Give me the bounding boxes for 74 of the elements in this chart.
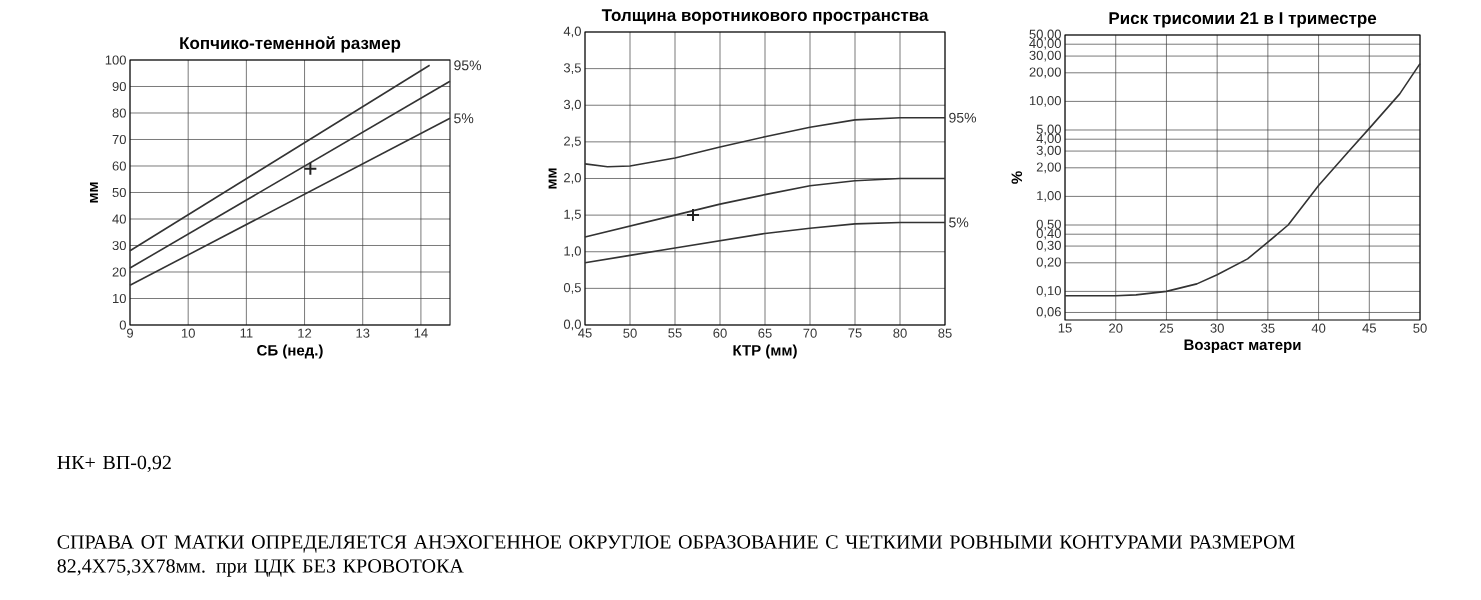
x-axis-title: СБ (нед.) (257, 344, 323, 359)
y-tick-label: 2,00 (1036, 162, 1061, 174)
x-tick-label: 10 (181, 328, 195, 338)
text: СПРАВА ОТ МАТКИ ОПРЕДЕЛЯЕТСЯ АНЭХОГЕННОЕ ОКРУГЛОЕ ОБРАЗОВАНИЕ С ЧЕТКИМИ РОВНЫМИ КОНТУРАМИ РАЗМЕРОМ 82,4Х75,3Х78мм. при ЦДК БЕЗ КРОВОТОКА (57, 535, 1295, 577)
series-label: 95% (454, 60, 482, 71)
y-tick-label: 3,5 (563, 63, 581, 74)
x-tick-label: 80 (893, 328, 907, 338)
y-tick-label: 0,5 (563, 283, 581, 294)
x-tick-label: 40 (1311, 323, 1326, 333)
x-tick-label: 11 (240, 328, 253, 338)
x-tick-label: 13 (356, 328, 370, 338)
y-tick-label: 1,00 (1037, 191, 1061, 202)
y-tick-label: 40 (112, 214, 126, 224)
y-tick-label: 0 (119, 320, 126, 330)
x-tick-label: 70 (803, 328, 817, 338)
y-tick-label: 0,10 (1036, 286, 1061, 297)
y-tick-label: 0,40 (1036, 228, 1061, 240)
y-tick-label: 2,0 (564, 173, 581, 184)
text: НК+ ВП-0,92 (57, 455, 171, 473)
x-tick-label: 85 (938, 328, 952, 338)
y-axis-title: мм (89, 182, 98, 203)
x-tick-label: 65 (758, 328, 772, 338)
x-tick-label: 55 (668, 328, 682, 338)
line-series (1064, 62, 1421, 297)
x-tick-label: 14 (414, 328, 428, 338)
y-tick-label: 4,00 (1036, 133, 1061, 145)
y-tick-label: 0,50 (1036, 219, 1061, 231)
y-axis-title: мм (548, 168, 557, 189)
y-tick-label: 40,00 (1029, 38, 1061, 50)
y-tick-label: 50 (112, 187, 126, 198)
x-tick-label: 35 (1261, 323, 1275, 333)
y-axis-title: % (1011, 171, 1023, 184)
y-tick-label: 3,00 (1036, 145, 1061, 157)
y-tick-label: 5,00 (1036, 124, 1061, 136)
y-tick-label: 30,00 (1029, 50, 1061, 62)
series-label: 5% (949, 217, 969, 228)
y-tick-label: 10 (113, 293, 126, 304)
chart-title: Толщина воротникового пространства (601, 9, 929, 25)
y-tick-label: 20,00 (1029, 67, 1061, 79)
y-tick-label: 80 (112, 108, 126, 118)
x-axis-title: КТР (мм) (733, 344, 797, 359)
series-label: 95% (949, 112, 977, 123)
x-tick-label: 20 (1109, 323, 1123, 333)
y-tick-label: 0,20 (1036, 257, 1061, 269)
x-tick-label: 30 (1210, 323, 1224, 333)
y-tick-label: 4,0 (563, 26, 581, 38)
y-tick-label: 2,5 (564, 136, 581, 148)
x-tick-label: 75 (848, 328, 862, 338)
y-tick-label: 0,06 (1036, 307, 1061, 318)
x-tick-label: 45 (1362, 323, 1376, 333)
line-series (584, 116, 946, 168)
y-tick-label: 70 (112, 134, 126, 145)
x-tick-label: 12 (298, 328, 312, 338)
chart-title: Риск трисомии 21 в I триместре (1109, 12, 1377, 28)
y-tick-label: 10,00 (1029, 96, 1061, 107)
y-tick-label: 1,5 (564, 209, 581, 221)
y-tick-label: 0,30 (1036, 240, 1061, 252)
x-tick-label: 25 (1159, 323, 1174, 333)
x-axis-title: Возраст матери (1184, 339, 1301, 354)
x-tick-label: 50 (623, 328, 637, 338)
y-tick-label: 60 (112, 161, 126, 171)
y-tick-label: 1,0 (564, 246, 581, 258)
chart-title: Копчико-теменной размер (180, 36, 401, 53)
y-tick-label: 20 (112, 267, 126, 277)
y-tick-label: 30 (112, 240, 126, 251)
x-tick-label: 9 (127, 328, 133, 338)
y-tick-label: 50,00 (1029, 29, 1061, 41)
y-tick-label: 100 (105, 55, 126, 65)
series-label: 5% (454, 113, 474, 124)
x-tick-label: 50 (1413, 323, 1427, 333)
y-tick-label: 90 (112, 81, 126, 92)
y-tick-label: 3,0 (563, 99, 581, 111)
x-tick-label: 60 (713, 328, 727, 338)
x-tick-label: 15 (1058, 323, 1072, 333)
